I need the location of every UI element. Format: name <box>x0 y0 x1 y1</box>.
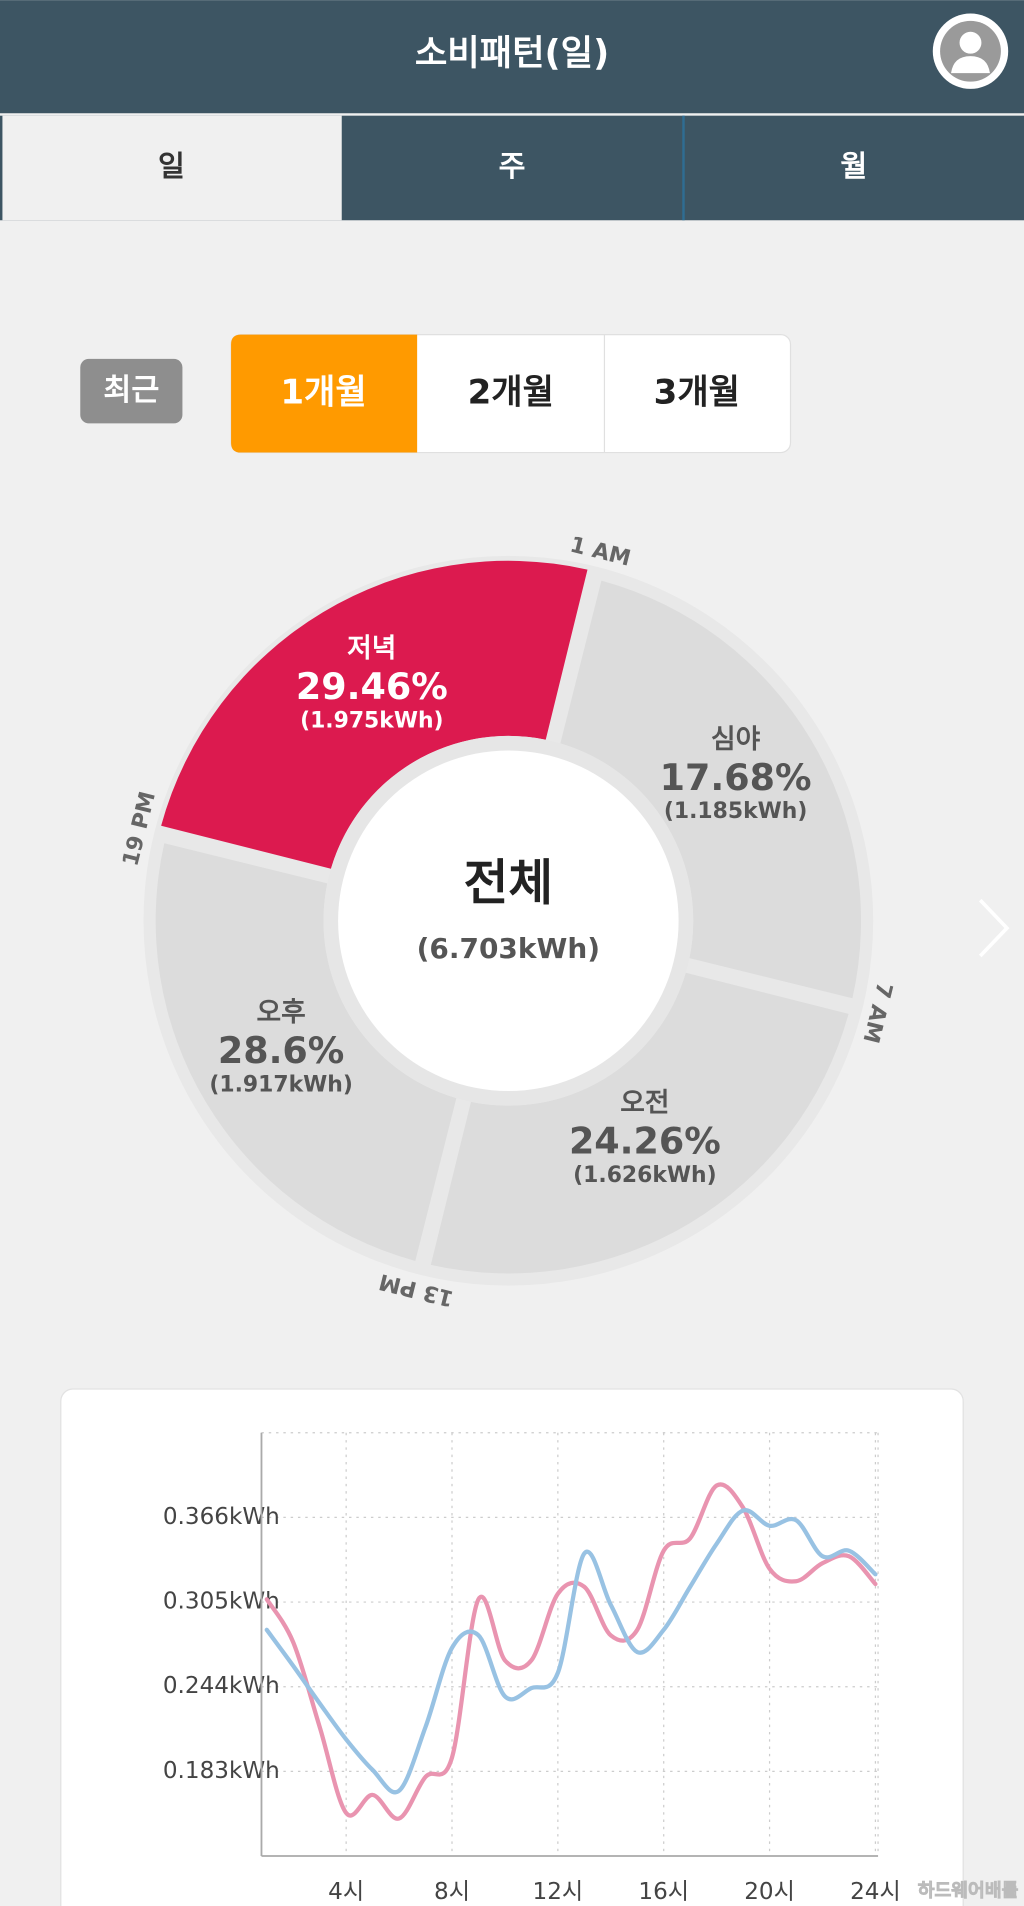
segment-kwh: (1.975kWh) <box>300 708 443 733</box>
donut-segment <box>430 972 849 1274</box>
segment-percent: 17.68% <box>660 756 812 799</box>
x-tick-label: 24시 <box>850 1879 901 1905</box>
center-title: 전체 <box>464 856 553 912</box>
segment-name: 오후 <box>256 997 305 1028</box>
y-tick-label: 0.183kWh <box>163 1758 280 1784</box>
recent-label: 최근 <box>103 373 159 408</box>
line-chart: 0.183kWh 0.244kWh 0.305kWh 0.366kWh 4시 8시 12시 1… <box>163 1432 901 1905</box>
x-tick-label: 8시 <box>434 1879 470 1905</box>
x-tick-label: 12시 <box>533 1879 584 1905</box>
segment-name: 저녁 <box>347 633 396 664</box>
segment-percent: 29.46% <box>296 665 448 708</box>
next-arrow[interactable] <box>978 898 1010 958</box>
series-line <box>264 1508 878 1795</box>
y-tick-label: 0.244kWh <box>163 1673 280 1699</box>
segment-kwh: (1.626kWh) <box>573 1163 716 1188</box>
tab[interactable]: 일 <box>158 149 185 183</box>
x-tick-label: 16시 <box>638 1879 689 1905</box>
segment-percent: 28.6% <box>218 1029 345 1072</box>
watermark: 하드웨어배틀 <box>918 1880 1019 1901</box>
header-title: 소비패턴(일) <box>415 33 609 74</box>
period-option[interactable]: 2개월 <box>468 373 554 413</box>
x-tick-label: 4시 <box>328 1879 364 1905</box>
donut-segment <box>155 843 457 1261</box>
segment-kwh: (1.185kWh) <box>664 799 807 824</box>
center-disc <box>338 750 679 1092</box>
period-active[interactable] <box>231 334 418 453</box>
period-option[interactable]: 3개월 <box>654 373 740 413</box>
tab[interactable]: 주 <box>499 149 526 183</box>
recent-badge <box>80 358 183 424</box>
y-tick-label: 0.305kWh <box>163 1589 280 1615</box>
header-bar <box>0 0 1024 114</box>
y-tick-label: 0.366kWh <box>163 1504 280 1530</box>
tab[interactable]: 월 <box>840 149 867 183</box>
segment-percent: 24.26% <box>569 1120 721 1163</box>
donut-segment <box>161 560 588 869</box>
tab-active[interactable] <box>2 115 342 221</box>
x-tick-label: 20시 <box>744 1879 795 1905</box>
line-card <box>60 1388 964 1906</box>
period-option[interactable]: 1개월 <box>280 373 366 413</box>
segment-kwh: (1.917kWh) <box>209 1072 352 1097</box>
segment-name: 오전 <box>620 1088 669 1119</box>
center-total: (6.703kWh) <box>417 932 600 965</box>
segment-name: 심야 <box>711 724 761 755</box>
avatar[interactable] <box>932 13 1009 89</box>
donut-segment <box>560 580 862 999</box>
series-line <box>264 1482 878 1821</box>
